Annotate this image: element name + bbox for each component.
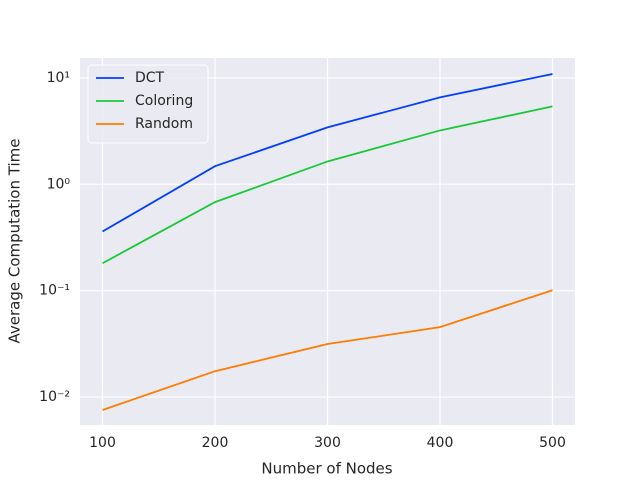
legend-label: Random — [135, 116, 193, 132]
series-line — [102, 73, 553, 233]
series-line — [102, 289, 553, 411]
x-tick-label: 500 — [539, 435, 566, 451]
series-line — [102, 105, 553, 265]
y-tick-label: 10⁻² — [39, 389, 70, 405]
legend-label: Coloring — [135, 93, 193, 109]
y-tick-label: 10⁰ — [47, 176, 71, 192]
y-tick-label: 10⁻¹ — [39, 283, 70, 299]
x-tick-label: 400 — [427, 435, 454, 451]
x-axis-label: Number of Nodes — [261, 460, 392, 478]
x-tick-label: 200 — [202, 435, 229, 451]
y-tick-label: 10¹ — [47, 70, 70, 86]
x-tick-label: 300 — [314, 435, 341, 451]
y-axis-label: Average Computation Time — [6, 139, 24, 344]
x-tick-label: 100 — [89, 435, 116, 451]
legend-label: DCT — [135, 70, 165, 86]
